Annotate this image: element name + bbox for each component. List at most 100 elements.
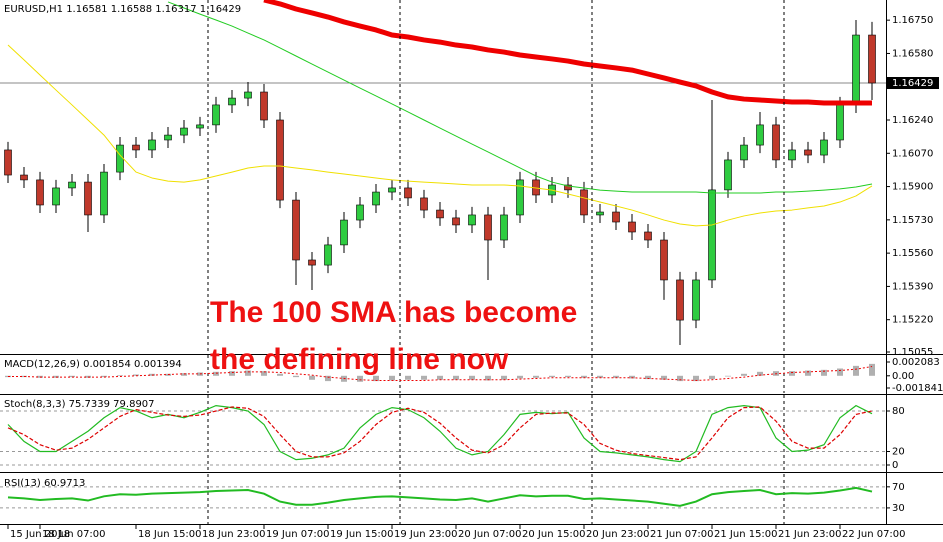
candle-body xyxy=(756,124,764,146)
macd-bar xyxy=(597,375,603,378)
candle-body xyxy=(52,187,60,206)
y-tick-label: 80 xyxy=(892,406,905,417)
x-tick-label: 15 Jun 2018 xyxy=(10,529,70,540)
y-tick-label: 1.15560 xyxy=(892,248,933,259)
macd-bar xyxy=(501,375,507,380)
macd-bar xyxy=(693,375,699,382)
macd-bar xyxy=(805,370,811,376)
candle-body xyxy=(820,139,828,156)
macd-signal xyxy=(8,366,873,381)
y-tick-label: 0.00 xyxy=(892,371,914,382)
panel-title: MACD(12,26,9) 0.001854 0.001394 xyxy=(4,359,182,370)
macd-bar xyxy=(517,375,523,379)
panel xyxy=(0,0,886,345)
indicator-line xyxy=(7,404,873,463)
panel-title: EURUSD,H1 1.16581 1.16588 1.16317 1.1642… xyxy=(4,4,241,15)
x-tick-label: 20 Jun 07:00 xyxy=(458,529,522,540)
candle-body xyxy=(308,259,316,266)
panel xyxy=(5,363,875,382)
y-tick-label: 20 xyxy=(892,447,905,458)
candle-body xyxy=(68,181,76,189)
candle-body xyxy=(244,91,252,99)
macd-bar xyxy=(709,375,715,380)
panel xyxy=(0,404,886,466)
candle-body xyxy=(564,184,572,191)
macd-bar xyxy=(837,368,843,376)
candle-body xyxy=(676,279,684,321)
candle-body xyxy=(772,124,780,161)
candle-body xyxy=(436,209,444,219)
y-tick-label: 1.15900 xyxy=(892,182,933,193)
macd-bar xyxy=(117,375,123,376)
candle-body xyxy=(372,191,380,206)
candle-body xyxy=(148,139,156,151)
candle-body xyxy=(4,149,12,176)
candle-body xyxy=(260,91,268,121)
candle-body xyxy=(324,244,332,266)
macd-bar xyxy=(821,369,827,376)
macd-bar xyxy=(293,375,299,378)
candle-body xyxy=(420,197,428,211)
y-tick-label: 70 xyxy=(892,482,905,493)
x-tick-label: 19 Jun 15:00 xyxy=(330,529,394,540)
candle-body xyxy=(196,124,204,129)
x-tick-label: 18 Jun 07:00 xyxy=(42,529,106,540)
candle-body xyxy=(724,159,732,191)
y-tick-label: 1.15055 xyxy=(892,347,933,358)
macd-bar xyxy=(277,373,283,376)
candle-body xyxy=(660,239,668,281)
y-tick-label: 1.16580 xyxy=(892,48,933,59)
y-tick-label: 1.15730 xyxy=(892,215,933,226)
y-tick-label: 30 xyxy=(892,503,905,514)
panel xyxy=(0,486,886,509)
macd-bar xyxy=(325,375,331,382)
macd-bar xyxy=(373,375,379,382)
macd-bar xyxy=(405,375,411,380)
candle-body xyxy=(628,221,636,233)
macd-bar xyxy=(21,375,27,378)
candle-body xyxy=(740,144,748,161)
macd-bar xyxy=(565,375,571,378)
candle-body xyxy=(644,231,652,241)
macd-bar xyxy=(261,371,267,376)
candle-body xyxy=(84,181,92,216)
macd-bar xyxy=(453,375,459,380)
last-price-box xyxy=(887,77,939,90)
candle-body xyxy=(452,217,460,226)
macd-bar xyxy=(469,375,475,380)
panel-title: Stoch(8,3,3) 75.7339 79.8907 xyxy=(4,399,155,410)
y-tick-label: 1.16070 xyxy=(892,148,933,159)
indicator-line xyxy=(7,406,873,461)
x-tick-label: 20 Jun 23:00 xyxy=(586,529,650,540)
x-tick-label: 18 Jun 15:00 xyxy=(138,529,202,540)
candle-body xyxy=(868,34,876,84)
candle-body xyxy=(500,214,508,241)
macd-bar xyxy=(421,375,427,380)
candle-body xyxy=(836,104,844,141)
moving-average xyxy=(7,44,873,227)
macd-bar xyxy=(725,375,731,377)
macd-bar xyxy=(661,375,667,380)
macd-bar xyxy=(437,375,443,380)
candle-body xyxy=(484,214,492,241)
panel-title: RSI(13) 60.9713 xyxy=(4,478,85,489)
y-tick-label: 0.002083 xyxy=(892,357,940,368)
candle-body xyxy=(164,134,172,141)
macd-bar xyxy=(613,375,619,378)
x-tick-label: 21 Jun 07:00 xyxy=(650,529,714,540)
macd-bar xyxy=(853,365,859,376)
macd-bar xyxy=(869,363,875,376)
macd-bar xyxy=(757,371,763,376)
y-tick-label: 0 xyxy=(892,460,898,471)
moving-average xyxy=(263,0,872,106)
y-tick-label: 1.15390 xyxy=(892,281,933,292)
y-tick-label: 1.16240 xyxy=(892,115,933,126)
macd-bar xyxy=(645,375,651,380)
macd-bar xyxy=(69,375,75,378)
indicator-line xyxy=(7,486,873,507)
candle-body xyxy=(596,211,604,216)
x-tick-label: 19 Jun 07:00 xyxy=(266,529,330,540)
